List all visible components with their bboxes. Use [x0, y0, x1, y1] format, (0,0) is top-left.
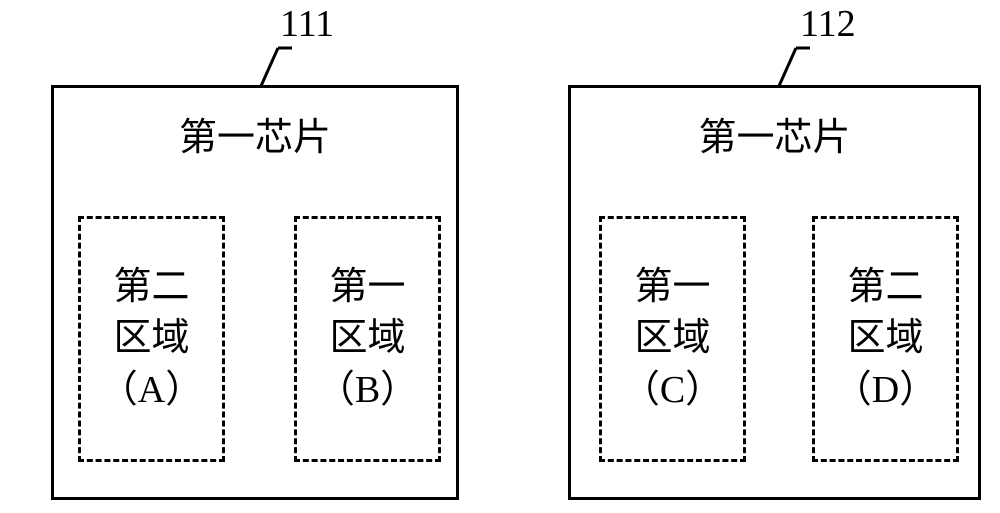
region-a-line2: 区域 — [113, 313, 189, 364]
region-c: 第一 区域 （C） — [599, 216, 746, 462]
chip-container-111: 第一芯片 第二 区域 （A） 第一 区域 （B） — [51, 85, 459, 500]
region-d: 第二 区域 （D） — [812, 216, 959, 462]
region-d-line2: 区域 — [847, 313, 923, 364]
region-b-line1: 第一 — [329, 262, 405, 313]
region-a-line3: （A） — [100, 365, 203, 416]
chip-container-112: 第一芯片 第一 区域 （C） 第二 区域 （D） — [568, 85, 981, 500]
region-d-line1: 第二 — [847, 262, 923, 313]
leader-line-112 — [770, 48, 830, 90]
leader-line-111 — [252, 48, 312, 90]
region-b-line3: （B） — [317, 365, 418, 416]
region-c-line3: （C） — [622, 365, 723, 416]
region-a: 第二 区域 （A） — [78, 216, 225, 462]
region-b-line2: 区域 — [329, 313, 405, 364]
callout-label-112: 112 — [800, 2, 856, 46]
region-a-line1: 第二 — [113, 262, 189, 313]
region-c-line1: 第一 — [634, 262, 710, 313]
region-d-line3: （D） — [834, 365, 937, 416]
chip-title-right: 第一芯片 — [571, 106, 978, 161]
chip-title-left: 第一芯片 — [54, 106, 456, 161]
region-c-line2: 区域 — [634, 313, 710, 364]
region-b: 第一 区域 （B） — [294, 216, 441, 462]
callout-label-111: 111 — [280, 2, 334, 46]
